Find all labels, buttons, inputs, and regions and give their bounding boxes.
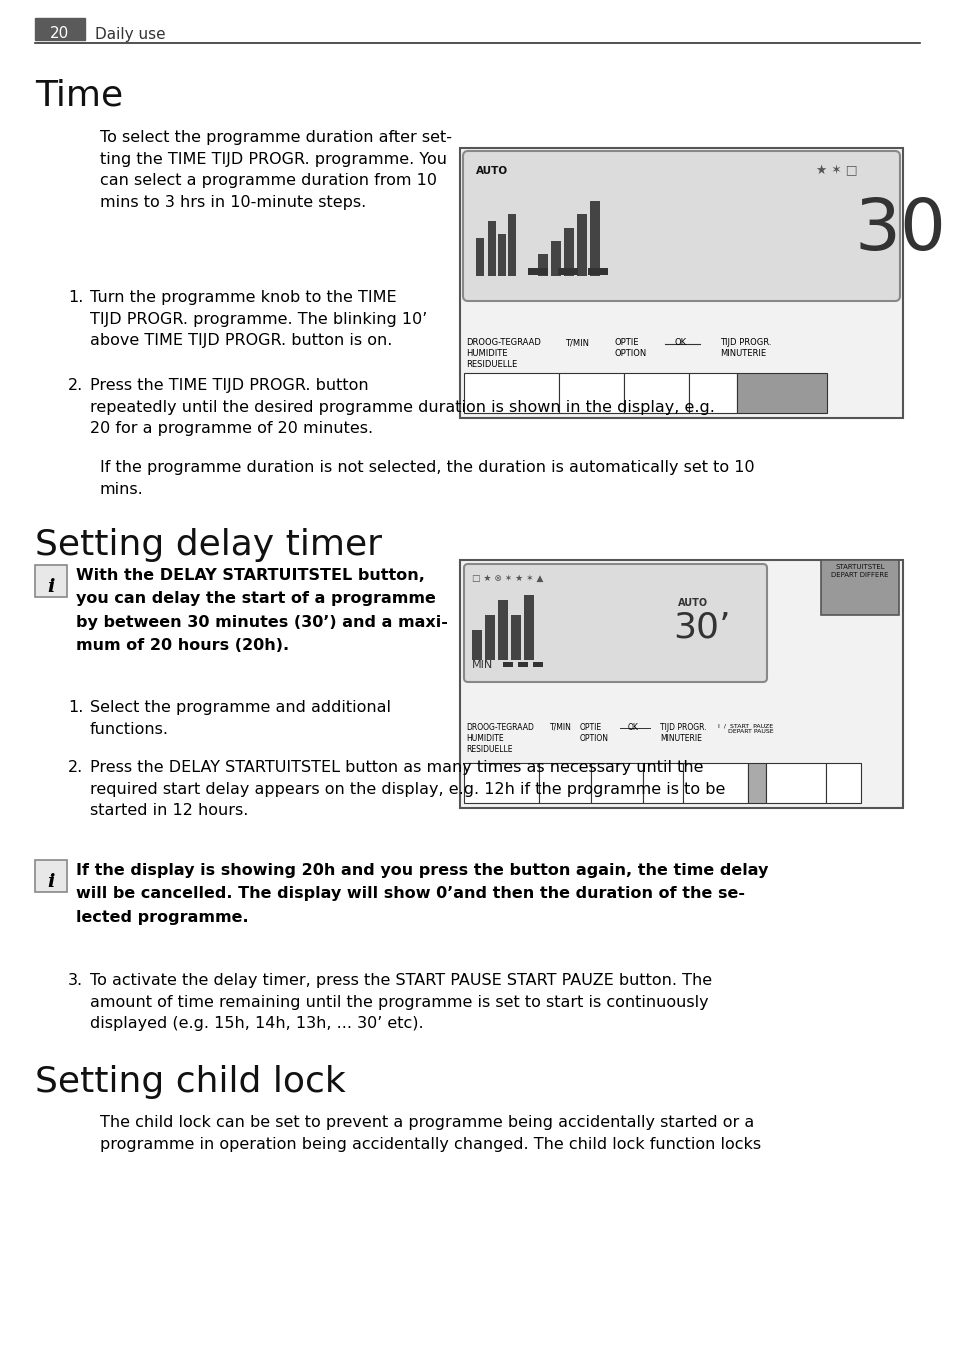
Bar [577, 214, 586, 276]
Text: TIJD PROGR.
MINUTERIE: TIJD PROGR. MINUTERIE [659, 723, 706, 744]
Bar [517, 662, 527, 667]
Text: If the programme duration is not selected, the duration is automatically set to : If the programme duration is not selecte… [100, 460, 754, 496]
Text: 1.: 1. [68, 289, 83, 306]
Bar [737, 373, 826, 412]
Bar [472, 630, 481, 660]
Text: OK: OK [675, 338, 686, 347]
Bar [484, 615, 495, 660]
Bar [589, 201, 599, 276]
Bar [463, 373, 558, 412]
Text: STARTUITSTEL
DEPART DIFFERE: STARTUITSTEL DEPART DIFFERE [830, 564, 888, 579]
Text: 2.: 2. [68, 760, 83, 775]
Bar [35, 860, 67, 892]
Text: Time: Time [35, 78, 123, 112]
Bar [623, 373, 688, 412]
Bar [590, 763, 642, 803]
Bar [765, 763, 825, 803]
Text: 2.: 2. [68, 379, 83, 393]
Bar [507, 214, 516, 276]
Bar [682, 763, 747, 803]
Bar [558, 373, 623, 412]
Bar [35, 565, 67, 598]
Bar [537, 254, 547, 276]
Bar [497, 600, 507, 660]
Text: Setting child lock: Setting child lock [35, 1065, 345, 1099]
Text: Setting delay timer: Setting delay timer [35, 529, 381, 562]
Bar [476, 238, 483, 276]
Bar [642, 763, 682, 803]
Text: DROOG-TEGRAAD
HUMIDITE
RESIDUELLE: DROOG-TEGRAAD HUMIDITE RESIDUELLE [465, 723, 534, 754]
Bar [527, 268, 547, 274]
Text: 3.: 3. [68, 973, 83, 988]
Text: TIJD PROGR.
MINUTERIE: TIJD PROGR. MINUTERIE [720, 338, 771, 358]
Text: □ ★ ⊗ ✶ ★ ✶ ▲: □ ★ ⊗ ✶ ★ ✶ ▲ [472, 575, 543, 583]
Text: AUTO: AUTO [476, 166, 508, 176]
Bar [523, 595, 534, 660]
Text: AUTO: AUTO [678, 598, 707, 608]
Text: DROOG-TEGRAAD
HUMIDITE
RESIDUELLE: DROOG-TEGRAAD HUMIDITE RESIDUELLE [465, 338, 540, 369]
Text: 1.: 1. [68, 700, 83, 715]
FancyBboxPatch shape [463, 564, 766, 681]
Bar [463, 763, 538, 803]
Bar [563, 228, 574, 276]
Text: The child lock can be set to prevent a programme being accidentally started or a: The child lock can be set to prevent a p… [100, 1115, 760, 1152]
Text: i: i [48, 579, 54, 596]
Text: If the display is showing 20h and you press the button again, the time delay
wil: If the display is showing 20h and you pr… [76, 863, 767, 925]
Bar [488, 220, 496, 276]
Text: T/MIN: T/MIN [564, 338, 588, 347]
Text: ★ ✶ □: ★ ✶ □ [815, 164, 857, 177]
Text: I  /  START  PAUZE
     DEPART PAUSE: I / START PAUZE DEPART PAUSE [718, 723, 773, 734]
Text: 20: 20 [51, 27, 70, 42]
Text: With the DELAY STARTUITSTEL button,
you can delay the start of a programme
by be: With the DELAY STARTUITSTEL button, you … [76, 568, 447, 653]
Bar [747, 763, 765, 803]
Bar [459, 560, 902, 808]
Text: Select the programme and additional
functions.: Select the programme and additional func… [90, 700, 391, 737]
Text: Press the TIME TIJD PROGR. button
repeatedly until the desired programme duratio: Press the TIME TIJD PROGR. button repeat… [90, 379, 714, 437]
Bar [558, 268, 578, 274]
Bar [825, 763, 861, 803]
Bar [502, 662, 513, 667]
Text: To activate the delay timer, press the START PAUSE START PAUZE button. The
amoun: To activate the delay timer, press the S… [90, 973, 711, 1032]
Text: 30: 30 [854, 196, 946, 265]
Text: OK: OK [627, 723, 639, 731]
Bar [551, 241, 560, 276]
Text: Turn the programme knob to the TIME
TIJD PROGR. programme. The blinking 10’
abov: Turn the programme knob to the TIME TIJD… [90, 289, 427, 349]
Text: MIN: MIN [472, 660, 493, 671]
Text: Daily use: Daily use [95, 27, 166, 42]
Bar [511, 615, 520, 660]
Bar [538, 763, 590, 803]
Text: OPTIE
OPTION: OPTIE OPTION [579, 723, 608, 744]
Bar [459, 147, 902, 418]
Bar [688, 373, 737, 412]
Text: i: i [48, 873, 54, 891]
Bar [821, 560, 898, 615]
Bar [35, 18, 85, 41]
Text: Press the DELAY STARTUITSTEL button as many times as necessary until the
require: Press the DELAY STARTUITSTEL button as m… [90, 760, 724, 818]
Bar [587, 268, 607, 274]
Bar [533, 662, 542, 667]
Text: To select the programme duration after set-
ting the TIME TIJD PROGR. programme.: To select the programme duration after s… [100, 130, 452, 210]
Text: OPTIE
OPTION: OPTIE OPTION [615, 338, 646, 358]
Text: T/MIN: T/MIN [550, 723, 571, 731]
FancyBboxPatch shape [462, 151, 899, 301]
Bar [497, 234, 505, 276]
Text: 30’: 30’ [672, 610, 730, 644]
